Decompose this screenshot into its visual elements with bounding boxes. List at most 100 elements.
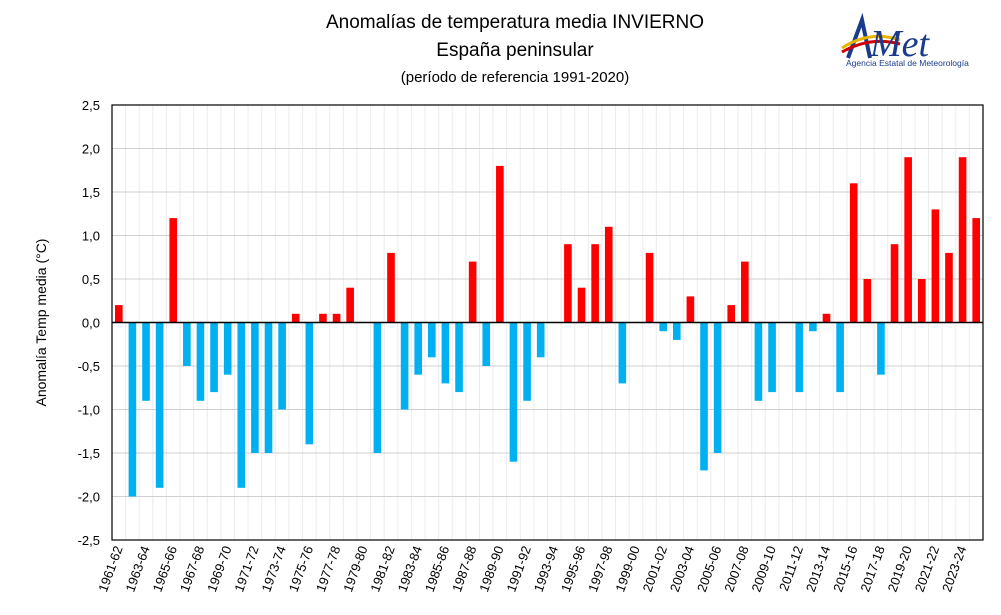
bar-2024-25 [972,218,981,323]
bar-2017-18 [877,322,885,375]
y-tick-label: 0,0 [82,316,100,331]
y-tick-label: 2,0 [82,142,100,157]
bar-2007-08 [741,261,749,323]
x-tick-label: 1999-00 [612,544,642,594]
x-tick-label: 1993-94 [531,544,561,594]
y-tick-label: 1,5 [82,185,100,200]
logo-subtitle: Agencia Estatal de Meteorología [846,58,969,68]
x-tick-label: 1975-76 [286,544,316,594]
bar-2009-10 [768,322,776,393]
bar-2018-19 [890,244,899,323]
bar-2013-14 [822,313,831,323]
bar-1997-98 [604,226,613,323]
bar-1996-97 [591,244,599,323]
bar-1992-93 [536,322,545,358]
bar-1982-83 [400,322,409,410]
y-tick-label: -2,5 [78,533,100,548]
bar-2008-09 [754,322,763,401]
x-tick-label: 1979-80 [340,544,370,594]
bar-2003-04 [686,296,695,323]
x-tick-label: 1989-90 [476,544,506,594]
x-tick-label: 1973-74 [259,544,289,594]
bar-1974-75 [291,313,300,323]
y-tick-label: 1,0 [82,229,100,244]
x-tick-label: 2017-18 [857,544,887,594]
bar-2005-06 [713,322,722,453]
bar-1973-74 [278,322,286,410]
bar-1990-91 [509,322,518,462]
bar-2016-17 [863,279,872,323]
x-tick-label: 1963-64 [122,544,152,594]
x-tick-label: 2009-10 [748,544,778,594]
bar-1998-99 [618,322,627,384]
bar-1988-89 [482,322,491,366]
bar-2001-02 [659,322,667,332]
x-tick-label: 2019-20 [885,544,915,594]
x-tick-label: 2013-14 [803,544,833,594]
bar-1970-71 [237,322,246,488]
x-tick-label: 1981-82 [367,544,397,594]
x-tick-label: 1983-84 [395,544,425,594]
x-tick-label: 2015-16 [830,544,860,594]
bar-1965-66 [169,218,178,323]
bar-1980-81 [373,322,382,453]
bar-2023-24 [958,157,967,323]
bar-1964-65 [155,322,164,488]
bar-1976-77 [319,313,327,323]
y-tick-label: -1,0 [78,403,100,418]
x-tick-label: 1987-88 [449,544,479,594]
x-tick-label: 2021-22 [912,544,942,594]
x-tick-label: 1965-66 [150,544,180,594]
chart-note: (período de referencia 1991-2020) [400,69,630,86]
x-tick-label: 2001-02 [640,544,670,594]
plot-border [111,104,984,541]
bar-1991-92 [523,322,531,401]
y-tick-label: -1,5 [78,446,100,461]
bar-1994-95 [564,244,572,323]
chart-title: Anomalías de temperatura media INVIERNO [325,12,705,33]
bar-1987-88 [468,261,477,323]
bar-1985-86 [441,322,450,384]
bar-1963-64 [142,322,150,401]
bar-1972-73 [264,322,273,453]
x-tick-label: 2003-04 [667,544,697,594]
bar-1975-76 [305,322,314,445]
bar-1969-70 [223,322,232,375]
x-tick-label: 2011-12 [776,544,806,593]
bar-1966-67 [183,322,191,366]
bar-2020-21 [917,279,926,323]
bar-1961-62 [114,305,123,323]
x-tick-label: 1985-86 [422,544,452,594]
bar-1971-72 [251,322,259,453]
bar-1981-82 [387,252,395,323]
svg-text:Met: Met [869,23,931,65]
bar-1984-85 [428,322,436,358]
x-tick-label: 1967-68 [177,544,207,594]
y-tick-label: 2,5 [82,98,100,113]
x-tick-label: 2007-08 [721,544,751,594]
y-tick-label: -0,5 [78,359,100,374]
bar-2002-03 [672,322,681,340]
bar-1967-68 [196,322,205,401]
x-tick-label: 1991-92 [503,544,533,594]
x-tick-label: 1961-62 [95,544,125,594]
bar-2006-07 [727,305,736,323]
y-tick-label: -2,0 [78,490,100,505]
bar-2021-22 [931,209,940,323]
bar-1977-78 [332,313,341,323]
bar-1986-87 [455,322,463,393]
bar-2019-20 [904,157,912,323]
x-tick-label: 2023-24 [939,544,969,594]
x-tick-label: 1995-96 [558,544,588,594]
bar-1983-84 [414,322,423,375]
bar-2015-16 [849,183,858,323]
bar-1995-96 [577,287,586,323]
x-tick-label: 1997-98 [585,544,615,594]
bar-2022-23 [945,252,953,323]
bar-2014-15 [836,322,844,393]
bar-1968-69 [210,322,218,393]
x-tick-label: 1977-78 [313,544,343,594]
bar-1962-63 [128,322,137,497]
x-tick-label: 1971-72 [231,544,261,594]
